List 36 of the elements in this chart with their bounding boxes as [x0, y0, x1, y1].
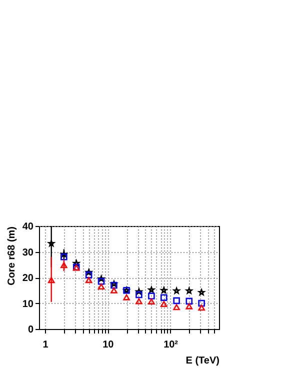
point: [136, 288, 142, 295]
x-tick-label: 1: [42, 340, 49, 350]
point: [173, 297, 180, 304]
point: [148, 286, 155, 293]
point: [110, 282, 118, 289]
point: [160, 286, 168, 294]
y-tick-label: 30: [22, 247, 34, 258]
point: [198, 304, 205, 311]
point: [85, 277, 92, 284]
x-tick-label: 10: [102, 340, 114, 350]
y-tick-label: 0: [28, 324, 34, 336]
point: [173, 304, 180, 310]
y-axis-title: Core r68 (m): [6, 226, 18, 286]
point: [148, 298, 155, 304]
point: [123, 294, 130, 300]
point: [160, 301, 168, 308]
y-tick-label: 40: [22, 222, 34, 232]
y-tick-label: 20: [22, 273, 34, 284]
point: [48, 277, 55, 284]
point: [60, 262, 68, 268]
point: [60, 254, 68, 260]
point: [186, 298, 193, 305]
point: [85, 272, 92, 278]
x-axis-title: E (TeV): [186, 356, 220, 366]
point: [98, 283, 105, 290]
point: [60, 250, 68, 258]
point: [198, 300, 205, 307]
y-tick-label: 10: [22, 298, 34, 310]
point: [110, 287, 118, 294]
point: [98, 278, 105, 285]
point: [160, 294, 168, 301]
point: [136, 291, 142, 298]
point: [148, 292, 155, 300]
point: [136, 298, 142, 304]
point: [186, 303, 193, 310]
x-tick-label: 10²: [164, 340, 179, 350]
